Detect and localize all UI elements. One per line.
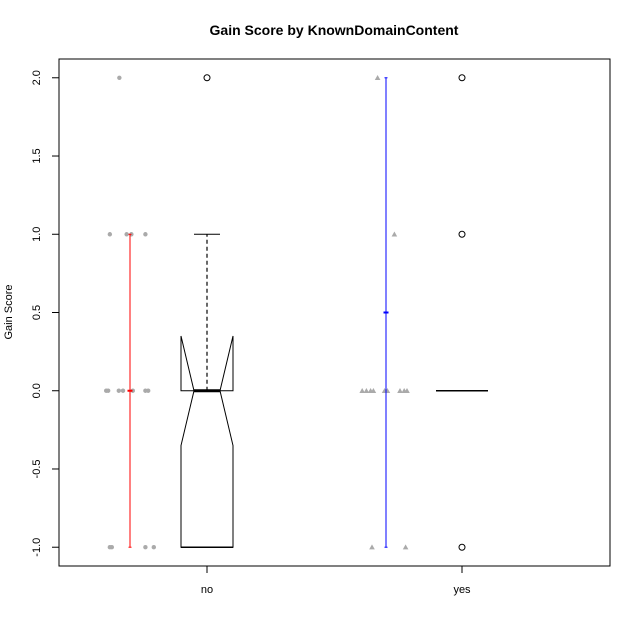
y-axis-label: Gain Score bbox=[3, 284, 15, 339]
x-tick-label: no bbox=[201, 584, 213, 596]
y-axis: -1.0 -0.5 0.0 0.5 1.0 1.5 2.0 bbox=[31, 70, 60, 557]
jitter-point bbox=[124, 232, 129, 237]
jitter-point bbox=[397, 387, 403, 393]
jitter-point bbox=[143, 232, 148, 237]
jitter-point bbox=[120, 388, 126, 393]
chart-title: Gain Score by KnownDomainContent bbox=[210, 22, 459, 38]
jitter-point bbox=[370, 387, 377, 393]
plot-frame bbox=[58, 58, 611, 567]
y-tick-label: 0.5 bbox=[31, 305, 43, 320]
outlier-point bbox=[458, 543, 466, 551]
y-tick-label: -1.0 bbox=[31, 538, 43, 557]
jitter-point bbox=[402, 544, 409, 550]
jitter-point bbox=[143, 545, 148, 550]
y-tick-label: 1.0 bbox=[31, 227, 43, 242]
y-tick-label: 0.0 bbox=[31, 383, 43, 398]
y-tick-label: -0.5 bbox=[31, 459, 43, 478]
jitter-point bbox=[116, 388, 122, 393]
jitter-point bbox=[374, 74, 381, 80]
plot-area bbox=[104, 74, 488, 551]
jitter-point bbox=[404, 387, 410, 393]
x-axis: no yes bbox=[201, 565, 471, 596]
y-tick-label: 1.5 bbox=[31, 148, 43, 163]
jitter-point bbox=[359, 387, 365, 393]
jitter-point bbox=[109, 545, 115, 550]
jitter-point bbox=[117, 75, 122, 80]
jitter-point bbox=[130, 388, 135, 393]
jitter-point bbox=[391, 231, 398, 237]
outlier-point bbox=[458, 74, 466, 82]
jitter-point bbox=[151, 545, 156, 550]
jitter-point bbox=[369, 544, 375, 550]
jitter-point bbox=[107, 232, 113, 237]
outlier-point bbox=[203, 74, 211, 82]
jitter-point bbox=[105, 388, 111, 393]
y-tick-label: 2.0 bbox=[31, 70, 43, 85]
jitter-point bbox=[363, 387, 370, 393]
jitter-point bbox=[146, 388, 151, 393]
x-tick-label: yes bbox=[453, 584, 471, 596]
notched-box bbox=[180, 335, 234, 548]
outlier-point bbox=[458, 230, 466, 238]
